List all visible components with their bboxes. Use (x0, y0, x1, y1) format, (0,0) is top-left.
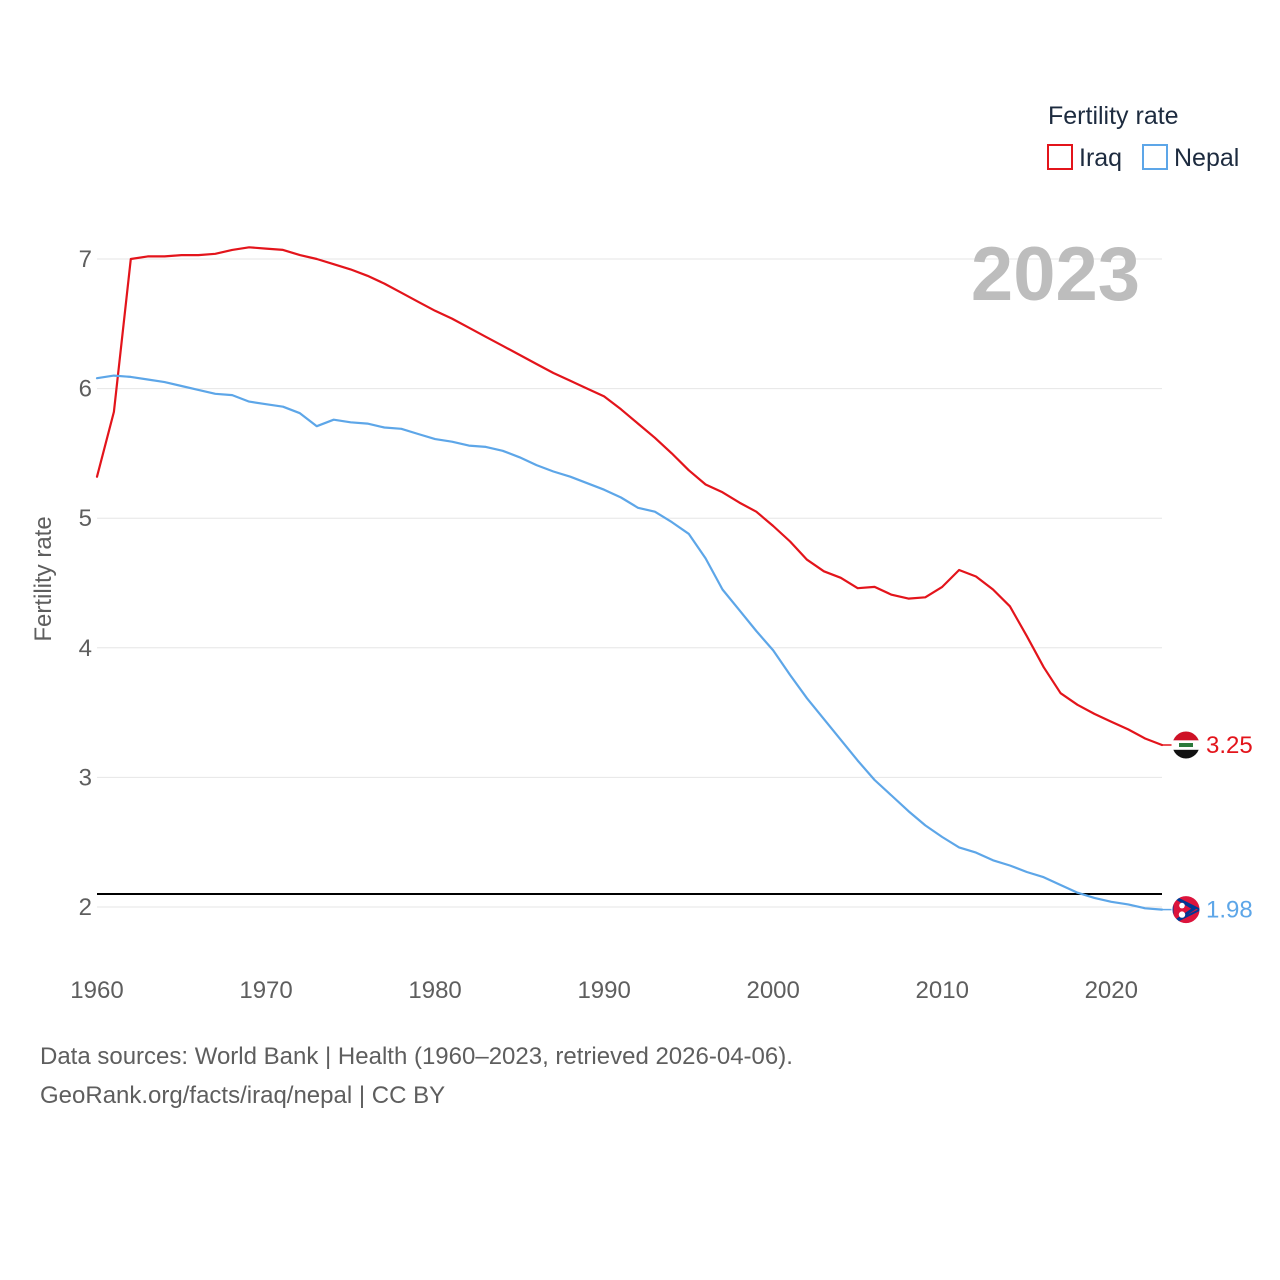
end-value-label-iraq: 3.25 (1206, 732, 1253, 759)
gridlines (97, 258, 1162, 908)
legend-item-iraq[interactable]: Iraq (1047, 144, 1122, 172)
iraq-flag (1172, 731, 1200, 759)
x-tick-label: 1960 (70, 977, 123, 1004)
x-axis-ticks: 1960 1970 1980 1990 2000 2010 2020 (70, 977, 1138, 1004)
y-tick-label: 3 (79, 764, 92, 791)
series-lines (95, 246, 1164, 911)
legend-swatch-nepal (1142, 144, 1168, 170)
flag-border (1171, 730, 1201, 760)
x-tick-label: 1990 (577, 977, 630, 1004)
series-line-iraq[interactable] (95, 246, 1164, 747)
x-tick-label: 1970 (239, 977, 292, 1004)
x-tick-label: 2000 (746, 977, 799, 1004)
y-tick-label: 7 (79, 246, 92, 273)
y-tick-label: 2 (79, 894, 92, 921)
year-watermark: 2023 (971, 232, 1140, 317)
legend-swatch-iraq (1047, 144, 1073, 170)
legend-label-nepal: Nepal (1174, 144, 1239, 172)
end-marker-nepal: 1.98 (1162, 895, 1253, 925)
x-tick-label: 2010 (916, 977, 969, 1004)
legend-label-iraq: Iraq (1079, 144, 1122, 172)
y-tick-label: 4 (79, 635, 92, 662)
end-value-label-nepal: 1.98 (1206, 897, 1253, 924)
end-markers: 3.25 1.98 (1162, 730, 1253, 925)
attribution-link[interactable]: GeoRank.org/facts/iraq/nepal | CC BY (40, 1082, 446, 1109)
y-tick-label: 6 (79, 376, 92, 403)
nepal-flag (1172, 895, 1200, 924)
y-tick-label: 5 (79, 505, 92, 532)
data-source-text: Data sources: World Bank | Health (1960–… (40, 1043, 793, 1070)
end-marker-iraq: 3.25 (1162, 730, 1253, 760)
y-axis-ticks: 2 3 4 5 6 7 (79, 246, 92, 921)
legend-item-nepal[interactable]: Nepal (1142, 144, 1239, 172)
x-tick-label: 2020 (1085, 977, 1138, 1004)
legend-title: Fertility rate (1048, 102, 1179, 130)
flag-border (1171, 895, 1201, 925)
y-axis-title: Fertility rate (30, 516, 57, 641)
legend[interactable]: Fertility rate Iraq Nepal (1047, 102, 1239, 172)
series-line-nepal[interactable] (95, 374, 1164, 911)
x-tick-label: 1980 (408, 977, 461, 1004)
